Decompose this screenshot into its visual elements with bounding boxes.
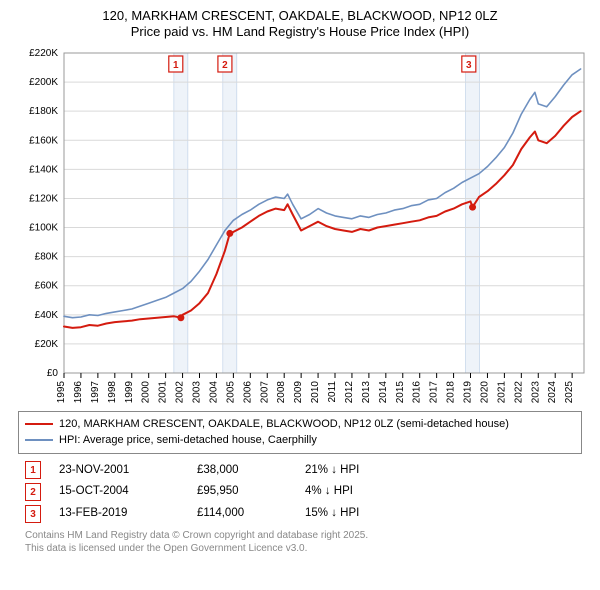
svg-text:£40K: £40K — [35, 309, 59, 320]
svg-text:3: 3 — [466, 60, 472, 71]
svg-text:2002: 2002 — [175, 380, 186, 403]
svg-text:2014: 2014 — [378, 380, 389, 403]
legend-label: HPI: Average price, semi-detached house,… — [59, 432, 317, 449]
svg-text:2017: 2017 — [429, 380, 440, 403]
svg-text:1999: 1999 — [124, 380, 135, 403]
legend-label: 120, MARKHAM CRESCENT, OAKDALE, BLACKWOO… — [59, 416, 509, 433]
svg-text:£0: £0 — [47, 368, 59, 379]
svg-text:2021: 2021 — [496, 380, 507, 403]
chart-title: 120, MARKHAM CRESCENT, OAKDALE, BLACKWOO… — [4, 8, 596, 41]
svg-text:£160K: £160K — [29, 135, 58, 146]
svg-text:1: 1 — [173, 60, 179, 71]
svg-text:£220K: £220K — [29, 48, 58, 59]
svg-text:£200K: £200K — [29, 77, 58, 88]
svg-text:£60K: £60K — [35, 280, 59, 291]
legend-swatch — [25, 439, 53, 441]
svg-text:2001: 2001 — [158, 380, 169, 403]
svg-text:2025: 2025 — [564, 380, 575, 403]
svg-text:£180K: £180K — [29, 106, 58, 117]
transaction-delta: 21% ↓ HPI — [305, 460, 359, 482]
svg-text:2009: 2009 — [293, 380, 304, 403]
footer-line-2: This data is licensed under the Open Gov… — [25, 543, 307, 554]
svg-text:2006: 2006 — [242, 380, 253, 403]
svg-text:2020: 2020 — [479, 380, 490, 403]
transaction-badge: 1 — [25, 461, 41, 479]
transaction-row: 1 23-NOV-2001 £38,000 21% ↓ HPI — [25, 460, 575, 482]
svg-text:2016: 2016 — [412, 380, 423, 403]
svg-text:2018: 2018 — [446, 380, 457, 403]
svg-text:1995: 1995 — [56, 380, 67, 403]
title-line-2: Price paid vs. HM Land Registry's House … — [131, 24, 469, 39]
svg-text:£140K: £140K — [29, 164, 58, 175]
transaction-row: 2 15-OCT-2004 £95,950 4% ↓ HPI — [25, 481, 575, 503]
svg-text:2007: 2007 — [259, 380, 270, 403]
svg-text:2: 2 — [222, 60, 228, 71]
svg-text:£80K: £80K — [35, 251, 59, 262]
svg-text:2011: 2011 — [327, 380, 338, 402]
transaction-row: 3 13-FEB-2019 £114,000 15% ↓ HPI — [25, 503, 575, 525]
transaction-price: £95,950 — [197, 481, 287, 503]
svg-text:£20K: £20K — [35, 338, 59, 349]
transaction-badge: 3 — [25, 505, 41, 523]
legend: 120, MARKHAM CRESCENT, OAKDALE, BLACKWOO… — [18, 411, 582, 454]
transaction-price: £38,000 — [197, 460, 287, 482]
svg-text:2023: 2023 — [530, 380, 541, 403]
svg-text:2019: 2019 — [463, 380, 474, 403]
transaction-table: 1 23-NOV-2001 £38,000 21% ↓ HPI 2 15-OCT-2004… — [25, 460, 575, 526]
transaction-delta: 15% ↓ HPI — [305, 503, 359, 525]
svg-text:2004: 2004 — [208, 380, 219, 403]
title-line-1: 120, MARKHAM CRESCENT, OAKDALE, BLACKWOO… — [102, 8, 497, 23]
svg-text:£100K: £100K — [29, 222, 58, 233]
legend-item: HPI: Average price, semi-detached house,… — [25, 432, 575, 449]
transaction-price: £114,000 — [197, 503, 287, 525]
svg-text:2015: 2015 — [395, 380, 406, 403]
footer-line-1: Contains HM Land Registry data © Crown c… — [25, 530, 368, 541]
transaction-badge: 2 — [25, 483, 41, 501]
svg-text:2003: 2003 — [192, 380, 203, 403]
legend-swatch — [25, 423, 53, 425]
svg-text:2012: 2012 — [344, 380, 355, 403]
svg-text:2022: 2022 — [513, 380, 524, 403]
transaction-delta: 4% ↓ HPI — [305, 481, 353, 503]
svg-text:2000: 2000 — [141, 380, 152, 403]
svg-text:2008: 2008 — [276, 380, 287, 403]
svg-text:1998: 1998 — [107, 380, 118, 403]
svg-text:1996: 1996 — [73, 380, 84, 403]
attribution-footer: Contains HM Land Registry data © Crown c… — [25, 529, 575, 555]
svg-text:2010: 2010 — [310, 380, 321, 403]
transaction-date: 15-OCT-2004 — [59, 481, 179, 503]
price-chart: £0 £20K £40K £60K £80K £100K £120K £140K £160K £1… — [10, 45, 590, 407]
legend-item: 120, MARKHAM CRESCENT, OAKDALE, BLACKWOO… — [25, 416, 575, 433]
svg-text:2005: 2005 — [225, 380, 236, 403]
transaction-date: 13-FEB-2019 — [59, 503, 179, 525]
svg-text:1997: 1997 — [90, 380, 101, 403]
svg-text:£120K: £120K — [29, 193, 58, 204]
transaction-date: 23-NOV-2001 — [59, 460, 179, 482]
svg-text:2013: 2013 — [361, 380, 372, 403]
svg-text:2024: 2024 — [547, 380, 558, 403]
